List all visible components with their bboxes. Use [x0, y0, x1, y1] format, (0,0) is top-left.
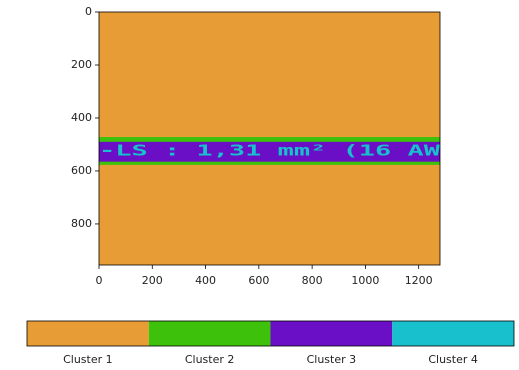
legend-swatch	[27, 321, 149, 346]
y-tick-label: 800	[71, 217, 92, 230]
x-tick-label: 1200	[405, 274, 433, 287]
x-tick-label: 400	[195, 274, 216, 287]
legend-label: Cluster 4	[428, 353, 478, 366]
x-tick-label: 200	[142, 274, 163, 287]
y-tick-label: 600	[71, 164, 92, 177]
legend-swatch	[392, 321, 514, 346]
legend-swatch	[271, 321, 393, 346]
x-tick-label: 600	[248, 274, 269, 287]
x-tick-label: 800	[302, 274, 323, 287]
x-tick-label: 1000	[351, 274, 379, 287]
y-tick-label: 200	[71, 58, 92, 71]
chart: -LS : 1,31 mm² (16 AW 0 200 400 600 800 1000 12…	[0, 0, 519, 370]
legend-label: Cluster 3	[307, 353, 357, 366]
legend-label: Cluster 2	[185, 353, 235, 366]
y-tick-label: 400	[71, 111, 92, 124]
legend-label: Cluster 1	[63, 353, 113, 366]
y-tick-label: 0	[85, 5, 92, 18]
legend-swatch	[149, 321, 271, 346]
page: {"chart_data": { "type": "image", "xlim"…	[0, 0, 519, 370]
image-text: -LS : 1,31 mm² (16 AW	[99, 142, 442, 160]
x-tick-label: 0	[96, 274, 103, 287]
